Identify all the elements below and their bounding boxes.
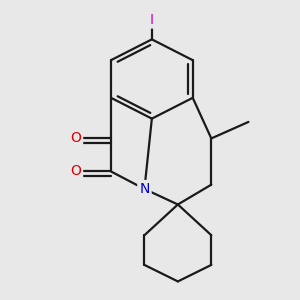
Text: O: O (70, 131, 81, 146)
Text: I: I (150, 13, 154, 27)
Text: O: O (70, 164, 81, 178)
Text: N: N (139, 182, 150, 196)
